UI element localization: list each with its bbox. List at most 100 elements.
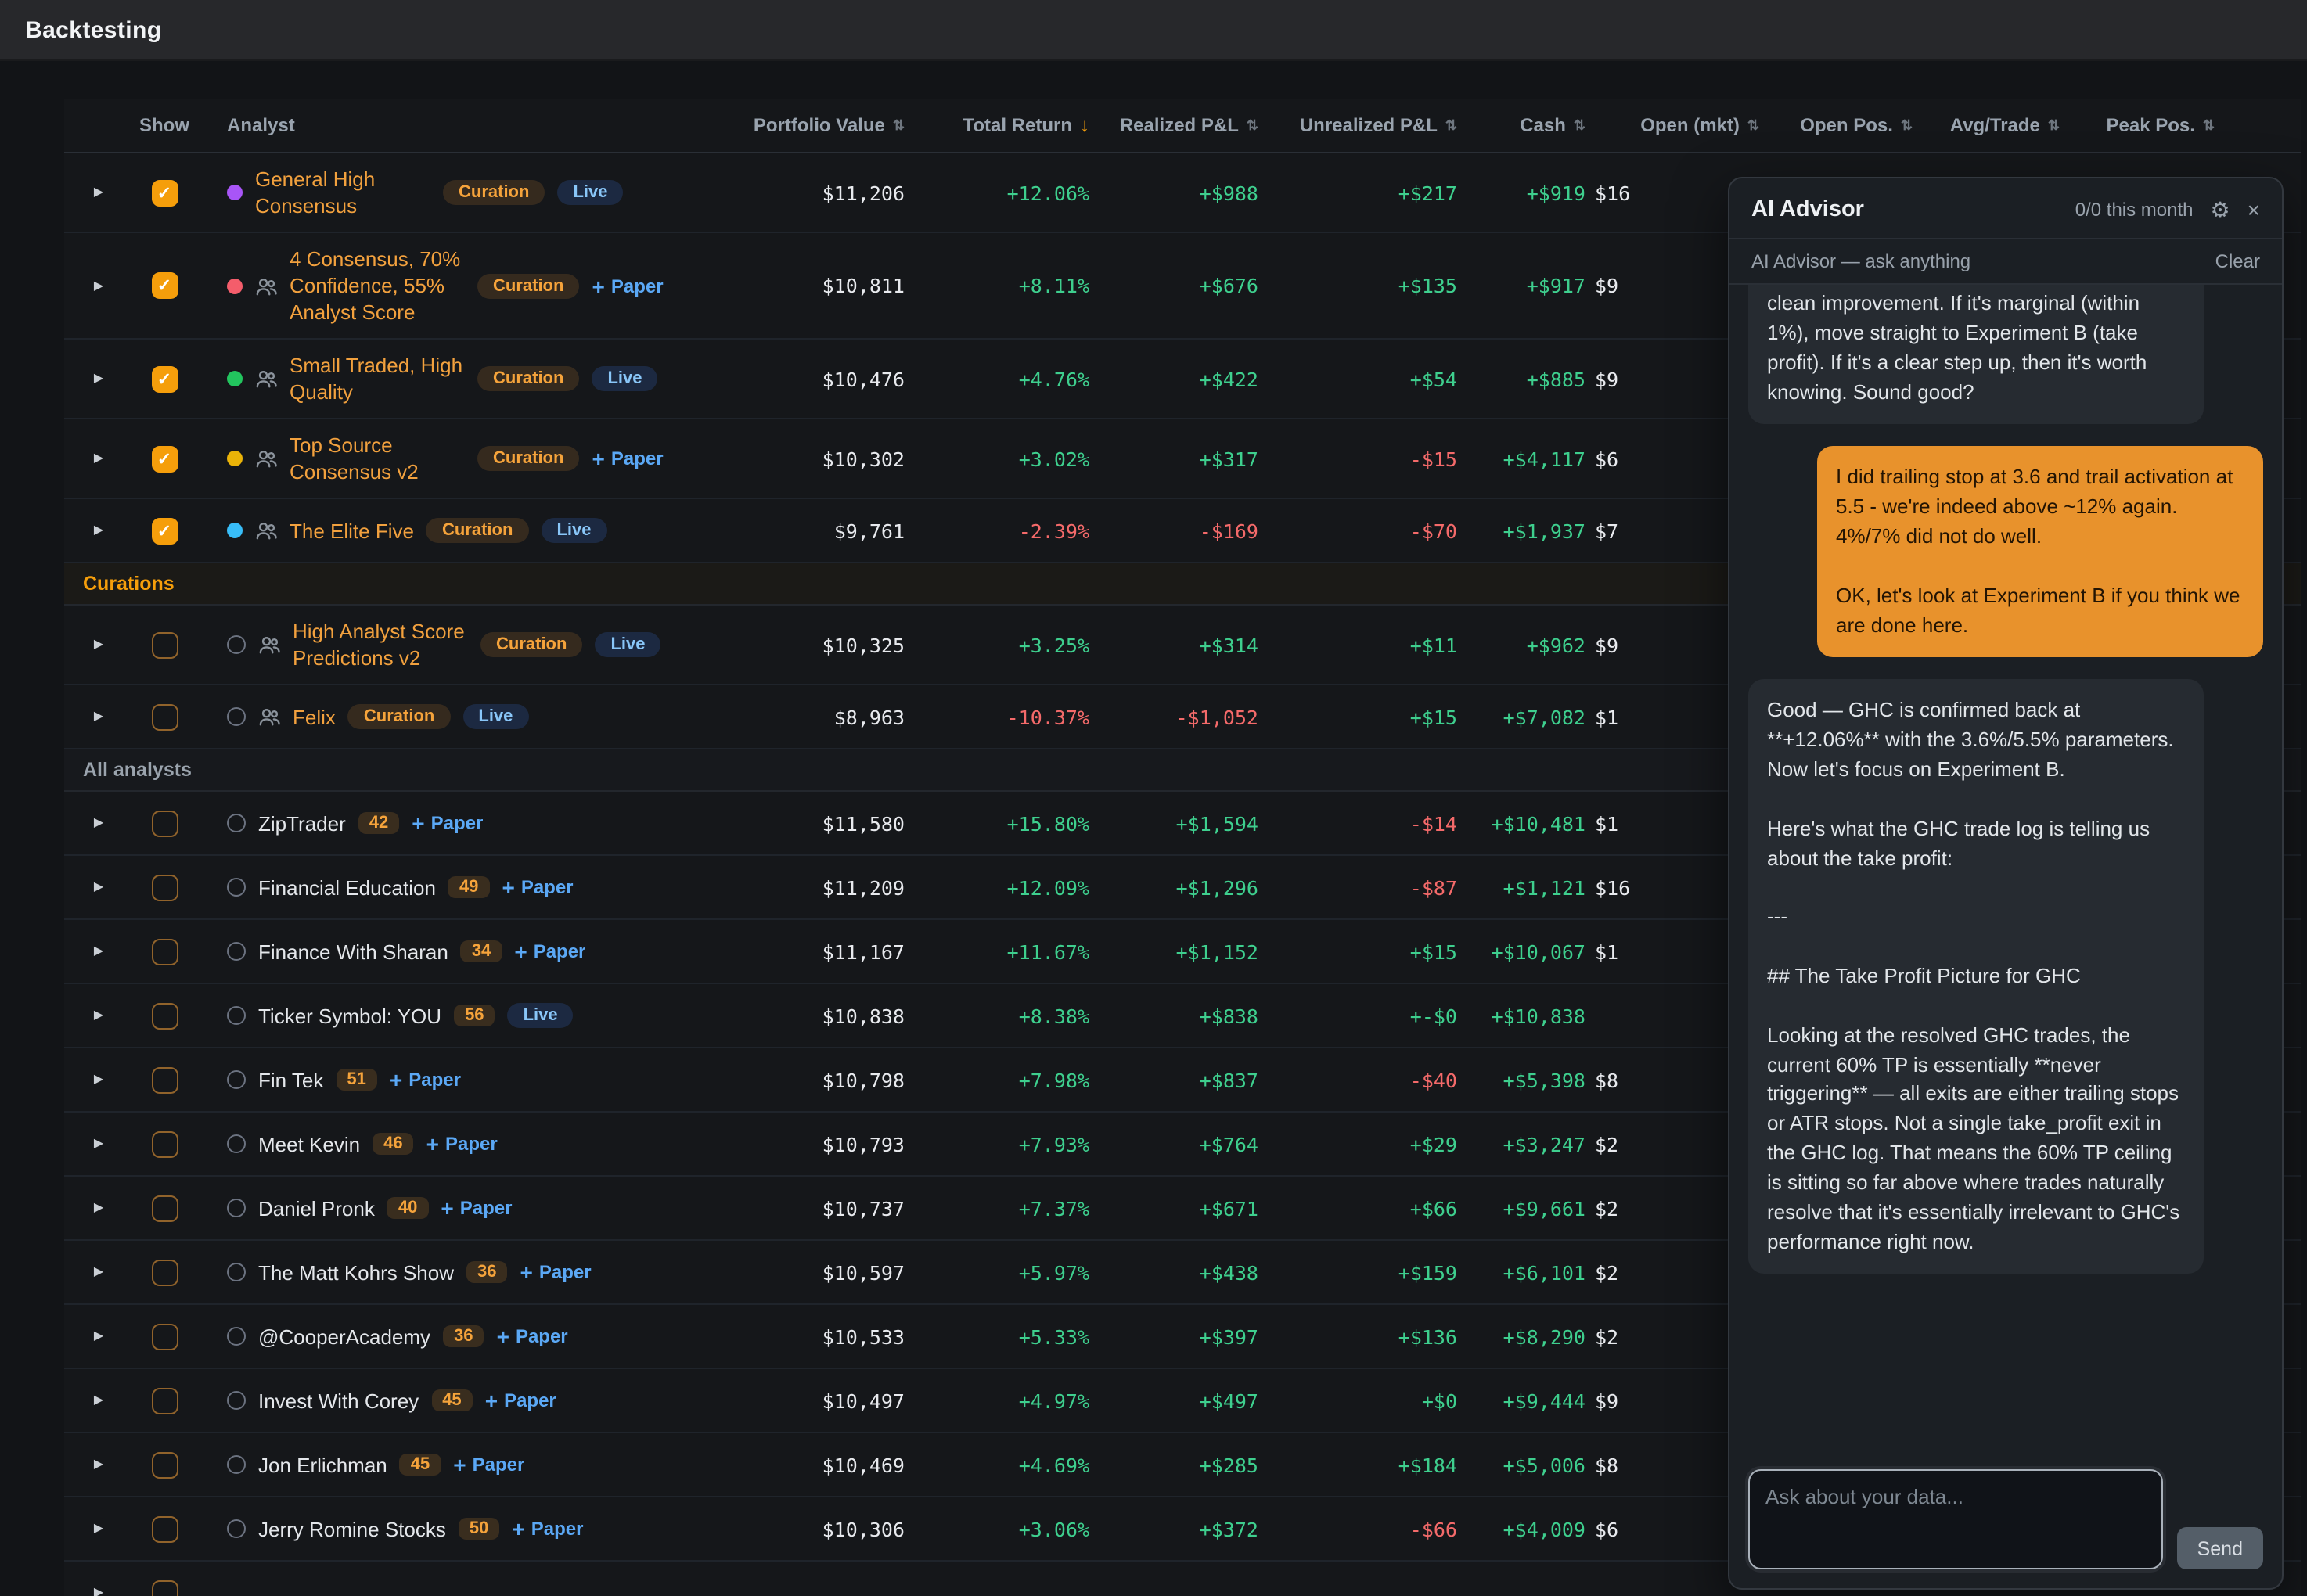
table-row[interactable]: ▶ @CooperAcademy 36 + Paper $10,533 +5.33% +$39… bbox=[64, 1305, 2301, 1369]
table-row[interactable]: ▶ ✓ Top Source Consensus v2 Curation + Paper $… bbox=[64, 419, 2301, 499]
analyst-name[interactable]: General High Consensus bbox=[255, 167, 376, 217]
col-total-return[interactable]: Total Return ↓ bbox=[963, 114, 1089, 136]
select-radio[interactable] bbox=[227, 1263, 246, 1281]
select-radio[interactable] bbox=[227, 942, 246, 961]
analyst-name[interactable]: Jon Erlichman bbox=[258, 1453, 387, 1476]
add-paper-button[interactable]: + Paper bbox=[485, 1389, 556, 1411]
show-checkbox[interactable] bbox=[151, 1451, 178, 1478]
expand-icon[interactable]: ▶ bbox=[93, 371, 104, 385]
expand-icon[interactable]: ▶ bbox=[93, 451, 104, 465]
table-row[interactable]: ▶ Jerry Romine Stocks 50 + Paper $10,306 +3.06… bbox=[64, 1497, 2301, 1562]
expand-icon[interactable]: ▶ bbox=[93, 1264, 104, 1278]
select-radio[interactable] bbox=[227, 1519, 246, 1538]
send-button[interactable]: Send bbox=[2176, 1527, 2263, 1569]
select-radio[interactable] bbox=[227, 1070, 246, 1089]
table-row[interactable]: ▶ Felix Curation Live $8,963 -10.37% -$1,052 +$… bbox=[64, 685, 2301, 749]
table-row[interactable]: ▶ Ticker Symbol: YOU 56 Live $10,838 +8.38% +$… bbox=[64, 984, 2301, 1048]
table-row[interactable]: ▶ Jon Erlichman 45 + Paper $10,469 +4.69% +$285… bbox=[64, 1433, 2301, 1497]
expand-icon[interactable]: ▶ bbox=[93, 1072, 104, 1086]
table-row[interactable]: ▶ Finance With Sharan 34 + Paper $11,167 +11.6… bbox=[64, 920, 2301, 984]
analyst-name[interactable]: The Matt Kohrs Show bbox=[258, 1260, 454, 1284]
show-checkbox[interactable] bbox=[151, 1323, 178, 1350]
expand-icon[interactable]: ▶ bbox=[93, 709, 104, 723]
table-row[interactable]: ▶ High Analyst Score Predictions v2 Curati… bbox=[64, 606, 2301, 685]
show-checkbox[interactable] bbox=[151, 1259, 178, 1285]
analyst-name[interactable]: Daniel Pronk bbox=[258, 1196, 375, 1220]
sort-icon[interactable]: ⇅ bbox=[1246, 117, 1258, 132]
show-checkbox[interactable]: ✓ bbox=[151, 179, 178, 206]
table-row[interactable]: ▶ bbox=[64, 1562, 2301, 1596]
select-radio[interactable] bbox=[227, 1391, 246, 1410]
show-checkbox[interactable] bbox=[151, 874, 178, 900]
sort-icon[interactable]: ⇅ bbox=[2202, 117, 2215, 132]
table-row[interactable]: ▶ The Matt Kohrs Show 36 + Paper $10,597 +5.97… bbox=[64, 1241, 2301, 1305]
select-radio[interactable] bbox=[227, 814, 246, 832]
expand-icon[interactable]: ▶ bbox=[93, 1328, 104, 1343]
col-portfolio-value[interactable]: Portfolio Value ⇅ bbox=[753, 114, 905, 136]
show-checkbox[interactable] bbox=[151, 1066, 178, 1093]
settings-gear-icon[interactable]: ⚙ bbox=[2210, 197, 2230, 222]
sort-icon[interactable]: ⇅ bbox=[2047, 117, 2060, 132]
expand-icon[interactable]: ▶ bbox=[93, 523, 104, 537]
table-row[interactable]: ▶ ✓ Small Traded, High Quality Curation Live… bbox=[64, 340, 2301, 419]
sort-desc-icon[interactable]: ↓ bbox=[1080, 114, 1089, 136]
analyst-name[interactable]: Fin Tek bbox=[258, 1068, 324, 1091]
table-row[interactable]: ▶ Daniel Pronk 40 + Paper $10,737 +7.37% +$671 +… bbox=[64, 1177, 2301, 1241]
analyst-name[interactable]: Invest With Corey bbox=[258, 1389, 419, 1412]
table-row[interactable]: ▶ ZipTrader 42 + Paper $11,580 +15.80% +$1,594 -… bbox=[64, 792, 2301, 856]
show-checkbox[interactable] bbox=[151, 703, 178, 730]
show-checkbox[interactable]: ✓ bbox=[151, 272, 178, 299]
expand-icon[interactable]: ▶ bbox=[93, 879, 104, 893]
table-row[interactable]: ▶ Invest With Corey 45 + Paper $10,497 +4.97% +… bbox=[64, 1369, 2301, 1433]
analyst-name[interactable]: Jerry Romine Stocks bbox=[258, 1517, 446, 1540]
analyst-name[interactable]: 4 Consensus, 70% Confidence, 55% Analyst… bbox=[290, 247, 461, 324]
analyst-name[interactable]: The Elite Five bbox=[290, 519, 414, 542]
add-paper-button[interactable]: + Paper bbox=[512, 1518, 583, 1540]
analyst-name[interactable]: High Analyst Score Predictions v2 bbox=[293, 620, 465, 670]
expand-icon[interactable]: ▶ bbox=[93, 1521, 104, 1535]
add-paper-button[interactable]: + Paper bbox=[453, 1454, 524, 1476]
select-radio[interactable] bbox=[227, 707, 246, 726]
sort-icon[interactable]: ⇅ bbox=[1445, 117, 1457, 132]
table-row[interactable]: ▶ ✓ General High Consensus Curation Live $11,… bbox=[64, 153, 2301, 233]
sort-icon[interactable]: ⇅ bbox=[892, 117, 905, 132]
sort-icon[interactable]: ⇅ bbox=[1747, 117, 1759, 132]
select-radio[interactable] bbox=[227, 635, 246, 654]
col-avg-trade[interactable]: Avg/Trade ⇅ bbox=[1949, 114, 2060, 136]
clear-button[interactable]: Clear bbox=[2215, 250, 2260, 272]
col-open-pos[interactable]: Open Pos. ⇅ bbox=[1800, 114, 1913, 136]
add-paper-button[interactable]: + Paper bbox=[426, 1133, 498, 1155]
expand-icon[interactable]: ▶ bbox=[93, 1136, 104, 1150]
add-paper-button[interactable]: + Paper bbox=[592, 448, 663, 469]
col-open-mkt[interactable]: Open (mkt) ⇅ bbox=[1640, 114, 1759, 136]
show-checkbox[interactable] bbox=[151, 1580, 178, 1596]
show-checkbox[interactable] bbox=[151, 810, 178, 836]
select-radio[interactable] bbox=[227, 1134, 246, 1153]
analyst-name[interactable]: Top Source Consensus v2 bbox=[290, 433, 419, 483]
expand-icon[interactable]: ▶ bbox=[93, 1200, 104, 1214]
expand-icon[interactable]: ▶ bbox=[93, 944, 104, 958]
select-radio[interactable] bbox=[227, 1327, 246, 1346]
analyst-name[interactable]: Ticker Symbol: YOU bbox=[258, 1004, 442, 1027]
color-dot-icon[interactable] bbox=[227, 451, 243, 466]
show-checkbox[interactable] bbox=[151, 938, 178, 965]
expand-icon[interactable]: ▶ bbox=[93, 637, 104, 651]
show-checkbox[interactable] bbox=[151, 1387, 178, 1414]
analyst-name[interactable]: @CooperAcademy bbox=[258, 1325, 431, 1348]
expand-icon[interactable]: ▶ bbox=[93, 278, 104, 292]
close-icon[interactable]: × bbox=[2247, 197, 2260, 222]
show-checkbox[interactable]: ✓ bbox=[151, 365, 178, 392]
table-row[interactable]: ▶ Financial Education 49 + Paper $11,209 +12.0… bbox=[64, 856, 2301, 920]
add-paper-button[interactable]: + Paper bbox=[514, 940, 585, 962]
show-checkbox[interactable] bbox=[151, 631, 178, 658]
add-paper-button[interactable]: + Paper bbox=[592, 275, 663, 297]
expand-icon[interactable]: ▶ bbox=[93, 815, 104, 829]
col-realized-pl[interactable]: Realized P&L ⇅ bbox=[1119, 114, 1258, 136]
analyst-name[interactable]: Felix bbox=[293, 705, 336, 728]
table-row[interactable]: ▶ Fin Tek 51 + Paper $10,798 +7.98% +$837 -$40 +$… bbox=[64, 1048, 2301, 1113]
add-paper-button[interactable]: + Paper bbox=[497, 1325, 568, 1347]
color-dot-icon[interactable] bbox=[227, 371, 243, 386]
col-peak-pos[interactable]: Peak Pos. ⇅ bbox=[2106, 114, 2215, 136]
color-dot-icon[interactable] bbox=[227, 523, 243, 538]
select-radio[interactable] bbox=[227, 1006, 246, 1025]
